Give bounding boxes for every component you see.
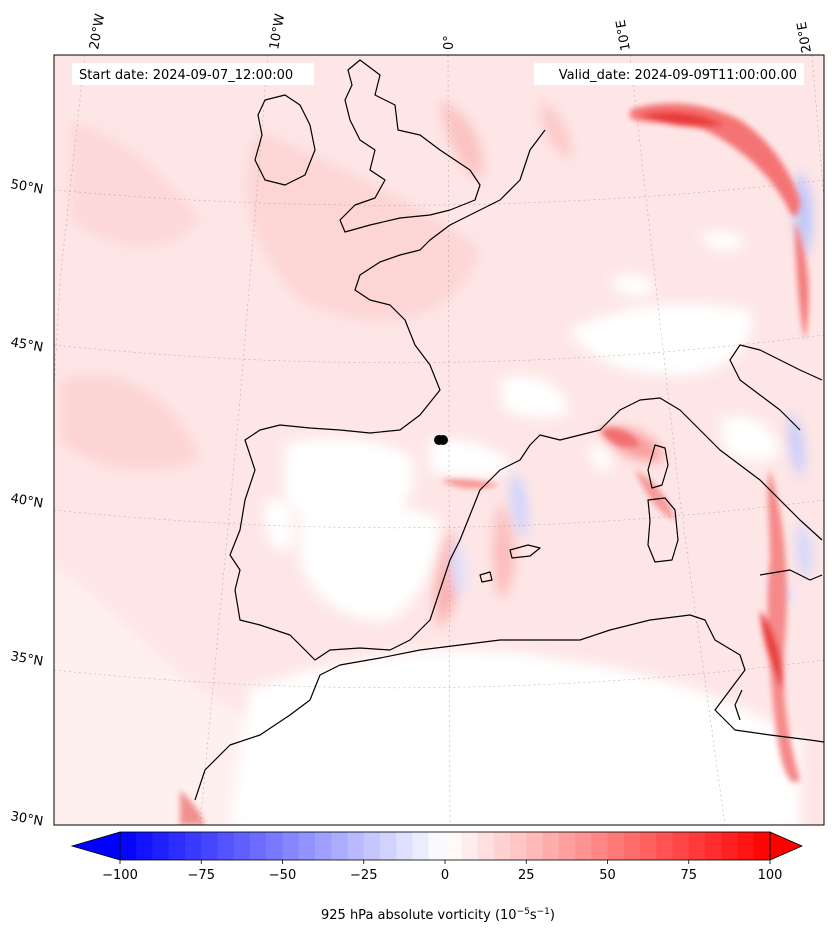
colorbar-max-arrow xyxy=(769,831,803,861)
lat-label-30n: 30°N xyxy=(9,809,44,829)
great-britain-coastline xyxy=(339,59,481,233)
colorbar-segment xyxy=(575,832,592,860)
colorbar-segment xyxy=(672,832,690,860)
colorbar-segment xyxy=(542,832,560,860)
colorbar-min-arrow xyxy=(70,831,121,861)
colorbar-segment xyxy=(168,832,186,860)
colorbar-segment xyxy=(558,832,576,860)
colorbar-segment xyxy=(347,832,365,860)
colorbar-ticks: −100 −75 −50 −25 0 25 50 75 100 xyxy=(102,860,782,883)
colorbar-segment xyxy=(331,832,348,860)
colorbar-segment xyxy=(152,832,170,860)
map-frame xyxy=(53,54,825,826)
ireland-coastline xyxy=(254,94,316,186)
colorbar-segment xyxy=(688,832,706,860)
colorbar-segment xyxy=(640,832,657,860)
colorbar-segment xyxy=(510,832,527,860)
latitude-labels: 50°N 45°N 40°N 35°N 30°N xyxy=(9,177,44,829)
italy-coastline xyxy=(729,344,823,431)
coastlines xyxy=(194,59,824,801)
colorbar-segment xyxy=(445,832,462,860)
colorbar-segment xyxy=(185,832,202,860)
colorbar-segment xyxy=(315,832,332,860)
colorbar-title: 925 hPa absolute vorticity (10−5s−1) xyxy=(321,907,555,923)
valid-date-box: Valid_date: 2024-09-09T11:00:00.00 xyxy=(534,63,804,85)
colorbar-segment xyxy=(753,832,771,860)
colorbar-segment xyxy=(526,832,543,860)
colorbar-segment xyxy=(363,832,381,860)
graticule xyxy=(54,55,824,825)
lat-label-35n: 35°N xyxy=(9,649,44,669)
colorbar-segment xyxy=(217,832,235,860)
western-europe-coastline xyxy=(229,129,823,661)
colorbar-tick-label: 100 xyxy=(758,868,783,883)
colorbar-tick-label: 25 xyxy=(518,868,535,883)
lat-label-50n: 50°N xyxy=(9,177,44,197)
lon-label-10e: 10°E xyxy=(614,19,634,52)
colorbar-segments xyxy=(120,832,771,860)
colorbar-tick-label: 75 xyxy=(680,868,697,883)
colorbar-tick-label: −25 xyxy=(350,868,377,883)
valid-date-label: Valid_date: 2024-09-09T11:00:00.00 xyxy=(559,68,797,83)
ibiza-coastline xyxy=(479,571,493,583)
vorticity-contours xyxy=(54,100,812,825)
colorbar-segment xyxy=(120,832,137,860)
lon-label-0: 0° xyxy=(442,35,457,50)
colorbar-segment xyxy=(298,832,316,860)
colorbar-title-mid: s xyxy=(530,908,537,923)
colorbar-tick-label: −100 xyxy=(102,868,138,883)
lon-label-20w: 20°W xyxy=(87,13,108,51)
balearic-coastline xyxy=(509,544,541,559)
colorbar-tick-label: 0 xyxy=(441,868,449,883)
colorbar-tick-label: 50 xyxy=(599,868,616,883)
colorbar: −100 −75 −50 −25 0 25 50 75 100 925 hPa absolute… xyxy=(70,831,803,923)
colorbar-title-exp2: −1 xyxy=(537,907,550,917)
colorbar-segment xyxy=(607,832,625,860)
colorbar-title-end: ) xyxy=(550,908,555,923)
colorbar-title-main: 925 hPa absolute vorticity (10 xyxy=(321,908,517,923)
colorbar-tick-label: −50 xyxy=(269,868,296,883)
map-panel: Start date: 2024-09-07_12:00:00 Valid_da… xyxy=(54,55,824,825)
tunisia-coastline xyxy=(734,689,743,721)
colorbar-segment xyxy=(201,832,218,860)
colorbar-segment xyxy=(136,832,153,860)
colorbar-segment xyxy=(461,832,478,860)
start-date-label: Start date: 2024-09-07_12:00:00 xyxy=(79,68,293,83)
colorbar-segment xyxy=(493,832,511,860)
lat-label-40n: 40°N xyxy=(9,491,44,511)
colorbar-segment xyxy=(428,832,446,860)
colorbar-segment xyxy=(396,832,413,860)
colorbar-segment xyxy=(721,832,738,860)
lon-label-10w: 10°W xyxy=(267,13,288,51)
colorbar-segment xyxy=(705,832,722,860)
colorbar-segment xyxy=(250,832,267,860)
colorbar-segment xyxy=(623,832,641,860)
colorbar-tick-label: −75 xyxy=(188,868,215,883)
location-marker xyxy=(434,435,448,445)
colorbar-segment xyxy=(412,832,430,860)
colorbar-segment xyxy=(591,832,608,860)
sicily-coastline xyxy=(759,569,823,581)
colorbar-segment xyxy=(282,832,300,860)
colorbar-segment xyxy=(656,832,673,860)
vorticity-maxima xyxy=(180,103,809,825)
colorbar-segment xyxy=(233,832,251,860)
start-date-box: Start date: 2024-09-07_12:00:00 xyxy=(72,63,314,85)
north-africa-coastline xyxy=(194,614,824,801)
colorbar-title-exp1: −5 xyxy=(517,907,530,917)
lon-label-20e: 20°E xyxy=(795,21,815,54)
sardinia-coastline xyxy=(647,497,679,563)
colorbar-segment xyxy=(380,832,397,860)
colorbar-segment xyxy=(266,832,283,860)
colorbar-segment xyxy=(477,832,495,860)
lat-label-45n: 45°N xyxy=(9,335,44,355)
longitude-labels: 20°W 10°W 0° 10°E 20°E xyxy=(87,13,815,54)
corsica-coastline xyxy=(647,444,669,489)
colorbar-segment xyxy=(737,832,755,860)
